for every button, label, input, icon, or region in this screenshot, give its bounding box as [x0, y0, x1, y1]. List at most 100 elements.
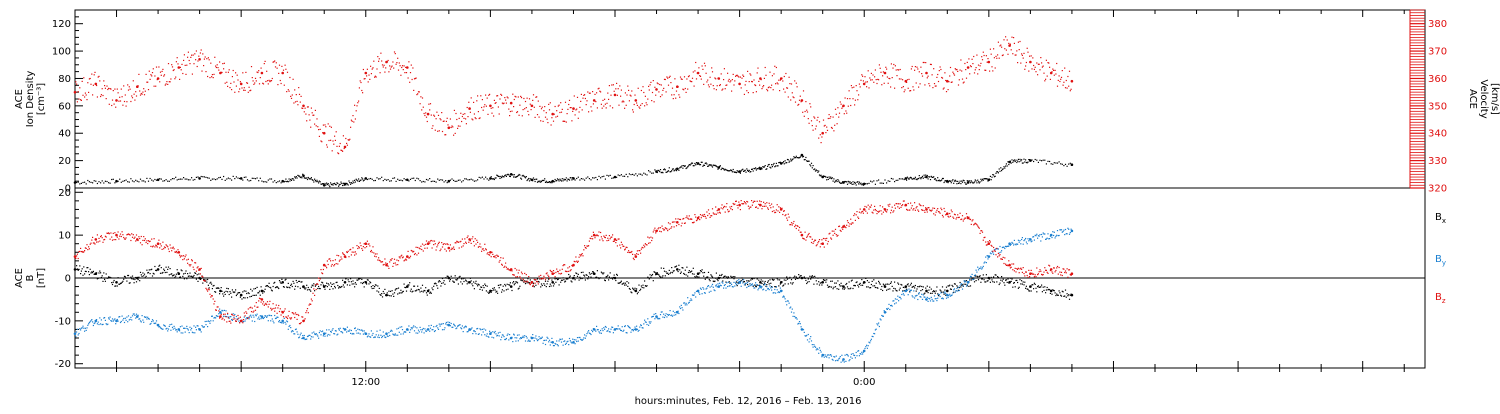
data-sample-ion-density — [805, 157, 806, 158]
data-sample-velocity — [829, 114, 830, 115]
data-sample-bz — [115, 239, 116, 240]
data-sample-bx — [1051, 294, 1052, 295]
data-sample-by — [622, 326, 623, 327]
data-sample-by — [591, 330, 592, 331]
data-sample-velocity — [952, 72, 953, 73]
data-sample-ion-density — [995, 173, 996, 174]
data-sample-by — [118, 321, 119, 322]
data-sample-bz — [110, 232, 111, 233]
data-sample-by — [165, 326, 166, 327]
data-sample-bx — [911, 283, 912, 284]
data-sample-velocity — [1063, 85, 1064, 86]
data-sample-bx — [715, 278, 716, 279]
data-sample-bx — [325, 285, 326, 286]
data-sample-velocity — [713, 85, 714, 86]
data-sample-ion-density — [1060, 163, 1061, 164]
data-sample-bx — [669, 270, 670, 271]
data-sample-by — [117, 319, 118, 320]
data-sample-bx — [260, 295, 261, 296]
data-sample-velocity — [253, 80, 254, 81]
data-sample-velocity — [400, 75, 401, 76]
data-sample-bx — [594, 273, 595, 274]
data-sample-by — [455, 325, 456, 326]
data-sample-by — [290, 327, 291, 328]
data-sample-velocity — [258, 70, 259, 71]
data-sample-by — [456, 327, 457, 328]
data-sample-by — [670, 310, 671, 311]
data-sample-bx — [620, 282, 621, 283]
data-sample-by — [647, 318, 648, 319]
data-sample-bx — [1036, 291, 1037, 292]
data-sample-velocity — [899, 78, 900, 79]
data-sample-velocity — [840, 101, 841, 102]
data-sample-velocity — [1039, 69, 1040, 70]
data-sample-bx — [781, 281, 782, 282]
data-sample-ion-density — [624, 176, 625, 177]
data-sample-by — [475, 333, 476, 334]
data-sample-bx — [234, 291, 235, 292]
data-sample-by — [84, 331, 85, 332]
data-sample-velocity — [408, 77, 409, 78]
data-sample-velocity — [948, 89, 949, 90]
data-sample-velocity — [534, 107, 535, 108]
data-sample-bx — [626, 284, 627, 285]
data-sample-by — [539, 336, 540, 337]
data-sample-velocity — [816, 126, 817, 127]
data-sample-by — [769, 289, 770, 290]
data-sample-velocity — [795, 102, 796, 103]
data-sample-ion-density — [595, 177, 596, 178]
data-sample-ion-density — [265, 181, 266, 182]
data-sample-bx — [551, 285, 552, 286]
data-sample-bx — [261, 286, 262, 287]
data-sample-ion-density — [293, 180, 294, 181]
data-sample-by — [861, 352, 862, 353]
data-sample-by — [771, 290, 772, 291]
data-sample-bz — [143, 236, 144, 237]
data-sample-velocity — [115, 107, 116, 108]
data-sample-by — [94, 322, 95, 323]
data-sample-velocity — [551, 117, 552, 118]
data-sample-ion-density — [386, 180, 387, 181]
data-sample-by — [205, 321, 206, 322]
data-sample-bx — [693, 268, 694, 269]
data-sample-by — [167, 330, 168, 331]
data-sample-by — [813, 344, 814, 345]
data-sample-bz — [111, 237, 112, 238]
data-sample-bx — [138, 279, 139, 280]
data-sample-bx — [441, 283, 442, 284]
data-sample-bx — [229, 291, 230, 292]
data-sample-velocity — [353, 121, 354, 122]
data-sample-by — [785, 298, 786, 299]
data-sample-velocity — [975, 69, 976, 70]
data-sample-velocity — [950, 67, 951, 68]
data-sample-bx — [142, 272, 143, 273]
data-sample-velocity — [417, 93, 418, 94]
data-sample-velocity — [264, 63, 265, 64]
data-sample-bx — [550, 284, 551, 285]
data-point-bx — [261, 290, 264, 293]
data-sample-velocity — [590, 93, 591, 94]
data-sample-bx — [513, 281, 514, 282]
data-sample-by — [746, 287, 747, 288]
data-sample-ion-density — [340, 184, 341, 185]
data-sample-bx — [118, 277, 119, 278]
data-sample-by — [594, 329, 595, 330]
data-sample-velocity — [813, 116, 814, 117]
data-sample-ion-density — [310, 178, 311, 179]
data-sample-bx — [671, 267, 672, 268]
data-sample-by — [729, 285, 730, 286]
data-sample-ion-density — [721, 169, 722, 170]
data-sample-bx — [805, 278, 806, 279]
data-sample-velocity — [578, 118, 579, 119]
data-sample-velocity — [140, 95, 141, 96]
data-sample-bx — [549, 286, 550, 287]
data-sample-ion-density — [252, 178, 253, 179]
data-sample-by — [878, 323, 879, 324]
data-sample-by — [1070, 232, 1071, 233]
data-sample-velocity — [972, 63, 973, 64]
data-sample-ion-density — [289, 178, 290, 179]
data-sample-bx — [419, 289, 420, 290]
data-sample-velocity — [493, 115, 494, 116]
data-sample-velocity — [388, 60, 389, 61]
data-sample-by — [1026, 242, 1027, 243]
